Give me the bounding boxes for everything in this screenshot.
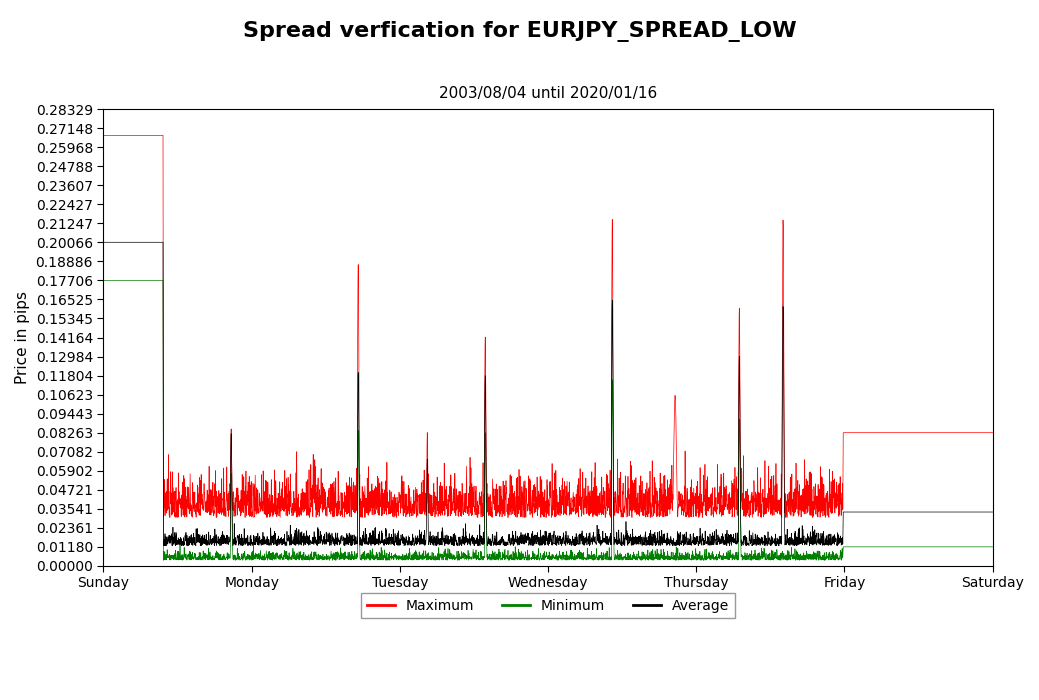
Minimum: [680, 554, 692, 563]
Text: Spread verfication for EURJPY_SPREAD_LOW: Spread verfication for EURJPY_SPREAD_LOW: [243, 21, 796, 42]
Line: Average: Average: [104, 242, 992, 546]
Maximum: [815, 463, 827, 471]
Minimum: [976, 542, 988, 551]
Maximum: [976, 428, 988, 437]
Minimum: [98, 276, 110, 285]
Average: [567, 536, 580, 544]
Minimum: [986, 542, 998, 551]
Average: [157, 542, 169, 550]
Average: [219, 534, 232, 542]
Minimum: [567, 554, 580, 562]
Maximum: [98, 131, 110, 139]
Average: [660, 539, 672, 547]
Maximum: [986, 428, 998, 437]
Legend: Maximum, Minimum, Average: Maximum, Minimum, Average: [362, 593, 735, 618]
Minimum: [660, 554, 672, 562]
Average: [986, 508, 998, 516]
Maximum: [157, 513, 169, 522]
Average: [680, 528, 692, 536]
Maximum: [219, 504, 232, 512]
Y-axis label: Price in pips: Price in pips: [15, 291, 30, 384]
Minimum: [157, 556, 169, 564]
Minimum: [219, 554, 232, 563]
Average: [98, 238, 110, 246]
Line: Maximum: Maximum: [104, 135, 992, 517]
Maximum: [660, 496, 672, 505]
Title: 2003/08/04 until 2020/01/16: 2003/08/04 until 2020/01/16: [438, 86, 657, 101]
Minimum: [815, 552, 827, 561]
Maximum: [680, 512, 692, 521]
Average: [976, 508, 988, 516]
Maximum: [567, 504, 580, 512]
Line: Minimum: Minimum: [104, 281, 992, 560]
Average: [815, 540, 827, 548]
